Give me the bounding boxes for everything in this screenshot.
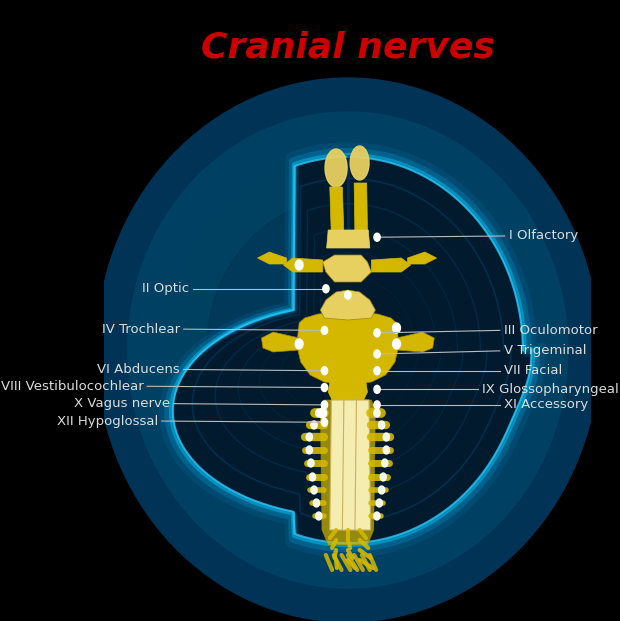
Circle shape — [392, 339, 401, 349]
Text: II Optic: II Optic — [143, 283, 190, 295]
Polygon shape — [171, 155, 533, 545]
Polygon shape — [354, 183, 368, 232]
Circle shape — [374, 512, 380, 520]
Polygon shape — [327, 230, 370, 248]
Polygon shape — [262, 332, 299, 352]
Circle shape — [374, 329, 380, 337]
Polygon shape — [355, 400, 371, 530]
Text: XI Accessory: XI Accessory — [503, 399, 588, 411]
Polygon shape — [397, 332, 434, 352]
Circle shape — [374, 401, 380, 409]
Circle shape — [295, 260, 303, 270]
Text: III Oculomotor: III Oculomotor — [503, 324, 597, 337]
Polygon shape — [330, 187, 344, 235]
Text: XII Hypoglossal: XII Hypoglossal — [56, 415, 158, 427]
Circle shape — [321, 327, 327, 334]
Circle shape — [374, 233, 380, 241]
Circle shape — [321, 419, 327, 426]
Circle shape — [316, 512, 322, 520]
Polygon shape — [371, 258, 410, 272]
Circle shape — [308, 459, 314, 467]
Circle shape — [316, 409, 322, 417]
Polygon shape — [328, 382, 368, 403]
Circle shape — [380, 473, 386, 481]
Circle shape — [374, 350, 380, 358]
Polygon shape — [297, 312, 399, 385]
Circle shape — [345, 291, 351, 299]
Circle shape — [321, 401, 327, 409]
Polygon shape — [342, 400, 358, 530]
Text: IV Trochlear: IV Trochlear — [102, 323, 180, 335]
Polygon shape — [407, 252, 436, 264]
Circle shape — [306, 446, 312, 454]
Circle shape — [374, 386, 380, 393]
Circle shape — [376, 499, 383, 507]
Polygon shape — [321, 290, 375, 320]
Polygon shape — [257, 252, 286, 264]
Ellipse shape — [325, 149, 347, 187]
Circle shape — [306, 433, 312, 441]
Circle shape — [319, 408, 327, 418]
Ellipse shape — [97, 78, 599, 621]
Circle shape — [311, 421, 317, 429]
Text: VI Abducens: VI Abducens — [97, 363, 180, 376]
Text: IX Glossopharyngeal: IX Glossopharyngeal — [482, 383, 619, 396]
Polygon shape — [330, 400, 345, 530]
Circle shape — [321, 384, 327, 391]
Polygon shape — [283, 258, 322, 272]
Circle shape — [313, 499, 319, 507]
Circle shape — [378, 421, 385, 429]
Circle shape — [378, 486, 385, 494]
Text: V Trigeminal: V Trigeminal — [503, 345, 586, 357]
Text: VIII Vestibulocochlear: VIII Vestibulocochlear — [1, 380, 143, 392]
Circle shape — [295, 339, 303, 349]
Ellipse shape — [350, 146, 369, 180]
Circle shape — [374, 409, 380, 417]
Circle shape — [383, 433, 389, 441]
Circle shape — [383, 446, 389, 454]
Circle shape — [374, 367, 380, 374]
Text: X Vagus nerve: X Vagus nerve — [74, 397, 170, 410]
Circle shape — [382, 459, 388, 467]
Text: Cranial nerves: Cranial nerves — [201, 31, 495, 65]
Text: VII Facial: VII Facial — [503, 365, 562, 377]
Circle shape — [309, 473, 316, 481]
Text: I Olfactory: I Olfactory — [508, 230, 578, 242]
Circle shape — [321, 367, 327, 374]
Polygon shape — [321, 400, 375, 545]
Circle shape — [311, 486, 317, 494]
Polygon shape — [322, 255, 371, 282]
Polygon shape — [343, 292, 353, 302]
Ellipse shape — [128, 112, 568, 588]
Ellipse shape — [167, 155, 528, 545]
Circle shape — [392, 323, 401, 333]
Ellipse shape — [206, 197, 489, 503]
Circle shape — [323, 285, 329, 292]
